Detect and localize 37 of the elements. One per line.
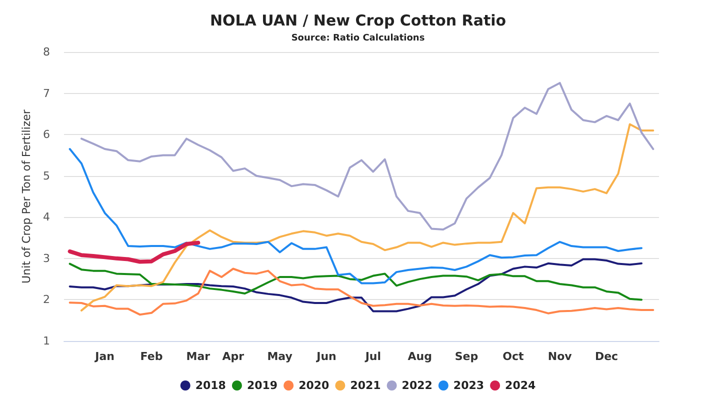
y-tick-label: 8 <box>43 46 50 58</box>
chart-title: NOLA UAN / New Crop Cotton Ratio <box>210 12 506 30</box>
x-tick-label: Jun <box>316 350 336 363</box>
y-tick-label: 5 <box>43 169 50 182</box>
legend-label: 2018 <box>195 379 226 392</box>
legend-label: 2019 <box>246 379 278 392</box>
legend-label: 2022 <box>402 379 432 392</box>
x-tick-label: Oct <box>502 350 524 363</box>
legend-label: 2021 <box>350 379 381 392</box>
x-tick-label: Sep <box>454 350 478 363</box>
x-tick-label: Jul <box>364 350 382 363</box>
x-tick-label: Nov <box>548 350 573 363</box>
line-series <box>68 268 654 316</box>
line-series <box>68 240 200 264</box>
legend-label: 2024 <box>505 379 536 392</box>
y-tick-label: 7 <box>43 86 50 100</box>
line-series <box>68 262 642 301</box>
x-tick-label: Mar <box>186 350 211 363</box>
x-tick-label: Feb <box>140 350 163 363</box>
legend-label: 2023 <box>453 379 484 392</box>
line-series <box>80 123 654 312</box>
x-tick-label: May <box>267 350 292 363</box>
y-tick-label: 2 <box>43 293 50 306</box>
line-series <box>68 148 642 284</box>
y-tick-label: 6 <box>43 128 50 142</box>
x-tick-label: Dec <box>594 350 618 363</box>
x-tick-label: Aug <box>408 350 432 363</box>
y-axis-title: Unit of Crop Per Ton of Fertilizer <box>20 109 34 284</box>
chart-subtitle: Source: Ratio Calculations <box>291 34 425 44</box>
y-tick-label: 1 <box>43 334 50 348</box>
y-tick-label: 4 <box>43 210 50 224</box>
line-series <box>80 82 654 231</box>
x-tick-label: Apr <box>222 350 245 363</box>
x-tick-label: Jan <box>94 350 115 363</box>
line-series <box>68 258 642 312</box>
y-tick-label: 3 <box>43 252 50 265</box>
legend-label: 2020 <box>298 379 330 392</box>
